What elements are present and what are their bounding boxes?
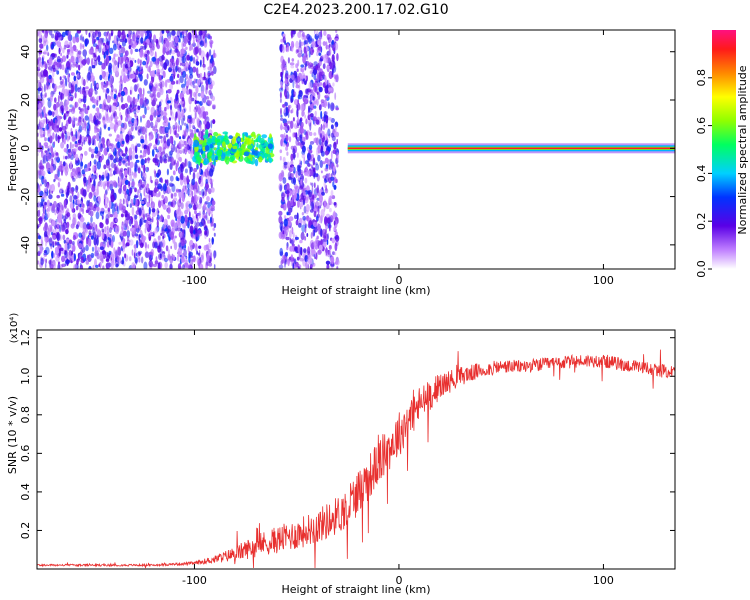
spectrogram-region-3: [347, 143, 675, 154]
spectrogram-y-ticks: -40 -20 0 20 40: [19, 45, 675, 254]
snr-multiplier-label: (x10⁴): [9, 313, 20, 344]
colorbar-ticks: 0.0 0.2 0.4 0.6 0.8: [695, 69, 712, 278]
colorbar-tick-label: 0.2: [695, 212, 708, 230]
snr-x-tick-label: 100: [593, 574, 614, 587]
colorbar-tick-label: 0.6: [695, 117, 708, 135]
spectrogram-y-tick-label: -40: [19, 236, 32, 254]
colorbar-tick-label: 0.4: [695, 165, 708, 183]
snr-x-ticks: -100 0 100: [182, 330, 614, 587]
spectrogram-region-1: [192, 129, 275, 167]
spectrogram-x-ticks: -100 0 100: [182, 30, 614, 287]
snr-x-axis-label: Height of straight line (km): [281, 583, 430, 596]
snr-y-tick-label: 0.8: [19, 406, 32, 424]
snr-y-tick-label: 0.4: [19, 483, 32, 501]
colorbar: 0.0 0.2 0.4 0.6 0.8 Normalized spectral ampl…: [695, 30, 749, 278]
spectrogram-y-tick-label: 0: [19, 145, 32, 152]
snr-y-tick-label: 0.6: [19, 445, 32, 463]
snr-frame: [36, 329, 676, 570]
spectrogram-panel: -100 0 100 -40 -20 0 20 40 Height of straight …: [6, 29, 676, 297]
spectrogram-x-axis-label: Height of straight line (km): [281, 284, 430, 297]
snr-panel: -100 0 100 0.2 0.4 0.6 0.8 1.0 1.2 Height of st…: [6, 313, 676, 596]
colorbar-label: Normalized spectral amplitude: [736, 65, 749, 234]
spectrogram-y-tick-label: 20: [19, 93, 32, 107]
snr-y-tick-label: 1.0: [19, 368, 32, 386]
snr-y-tick-label: 1.2: [19, 329, 32, 347]
spectrogram-y-tick-label: -20: [19, 188, 32, 206]
snr-x-tick-label: -100: [182, 574, 207, 587]
snr-y-tick-label: 0.2: [19, 522, 32, 540]
spectrogram-region-2: [278, 30, 340, 269]
colorbar-tick-label: 0.0: [695, 260, 708, 278]
spectrogram-x-tick-label: 0: [395, 274, 402, 287]
colorbar-tick-label: 0.8: [695, 69, 708, 87]
figure-title: C2E4.2023.200.17.02.G10: [263, 2, 448, 18]
colorbar-gradient: [712, 30, 736, 269]
spectrogram-image: [37, 30, 675, 269]
spectrogram-y-axis-label: Frequency (Hz): [6, 109, 19, 192]
snr-y-ticks: 0.2 0.4 0.6 0.8 1.0 1.2: [19, 329, 675, 539]
snr-x-tick-label: 0: [395, 574, 402, 587]
spectrogram-frame: [36, 29, 676, 270]
spectrogram-x-tick-label: 100: [593, 274, 614, 287]
spectrogram-y-tick-label: 40: [19, 45, 32, 59]
spectrogram-x-tick-label: -100: [182, 274, 207, 287]
snr-y-axis-label: SNR (10 * v/v): [6, 396, 19, 474]
snr-series-line: [37, 349, 675, 569]
spectrogram-region-0: [37, 30, 217, 269]
